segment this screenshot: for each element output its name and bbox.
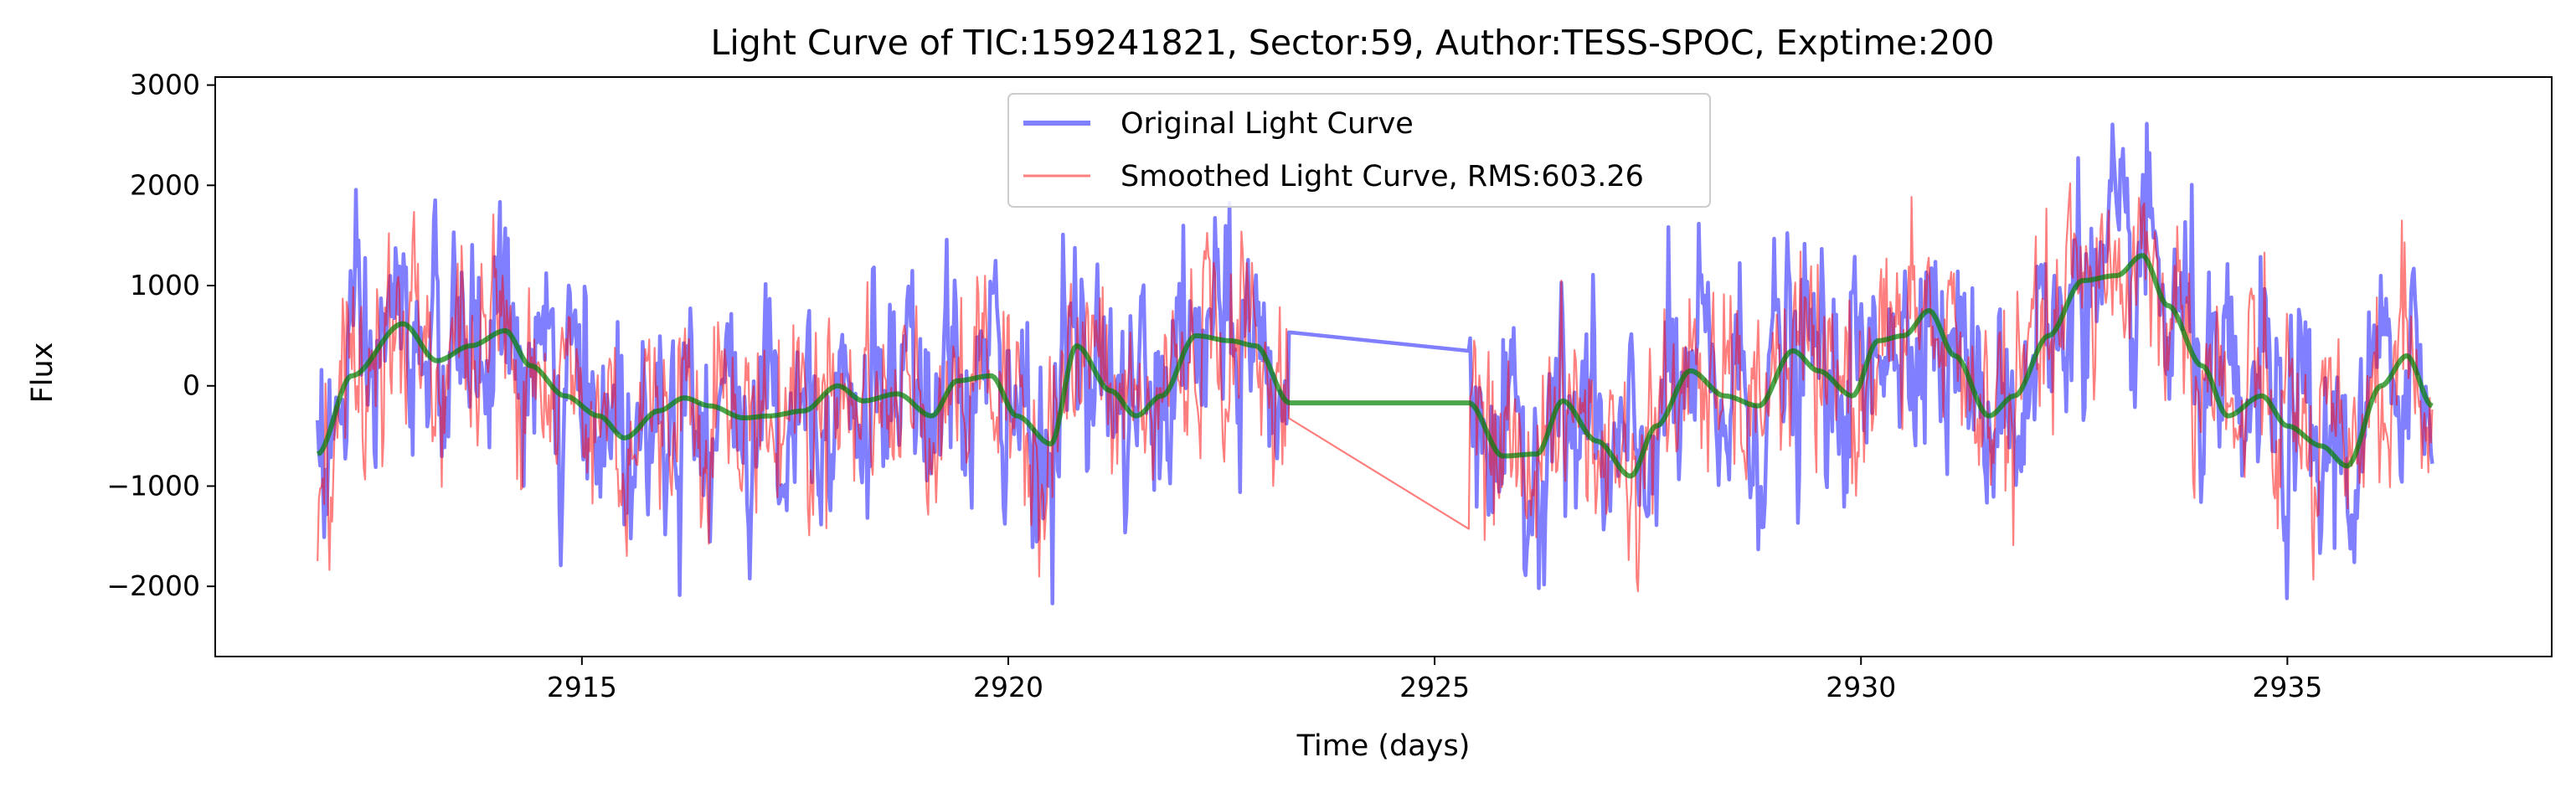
- series-layer: [315, 121, 2434, 605]
- y-tick-label: 2000: [130, 168, 200, 201]
- y-tick-label: −1000: [106, 469, 200, 502]
- legend: Original Light Curve Smoothed Light Curv…: [1007, 93, 1711, 208]
- y-tick-label: −2000: [106, 569, 200, 602]
- x-tick-label: 2935: [2252, 671, 2322, 703]
- series-smoothed-light-curve: [317, 182, 2434, 593]
- x-tick-label: 2925: [1399, 671, 1470, 703]
- y-tick-label: 3000: [130, 69, 200, 101]
- legend-box: [1007, 93, 1711, 208]
- y-axis-label: Flux: [26, 342, 59, 404]
- x-axis: 2915 2920 2925 2930 2935: [547, 657, 2322, 703]
- y-tick-label: 0: [183, 369, 200, 402]
- y-tick-label: 1000: [130, 269, 200, 301]
- plot-frame: [214, 76, 2553, 657]
- series-trend-line: [316, 253, 2434, 479]
- x-tick-label: 2920: [973, 671, 1043, 703]
- legend-label-original: Original Light Curve: [1121, 107, 1414, 141]
- legend-label-smoothed: Smoothed Light Curve, RMS:603.26: [1121, 160, 1644, 193]
- chart-title: Light Curve of TIC:159241821, Sector:59,…: [711, 23, 1995, 63]
- y-axis: −2000 −1000 0 1000 2000 3000: [106, 69, 215, 602]
- x-axis-label: Time (days): [1296, 729, 1471, 763]
- x-tick-label: 2915: [547, 671, 617, 703]
- x-tick-label: 2930: [1826, 671, 1896, 703]
